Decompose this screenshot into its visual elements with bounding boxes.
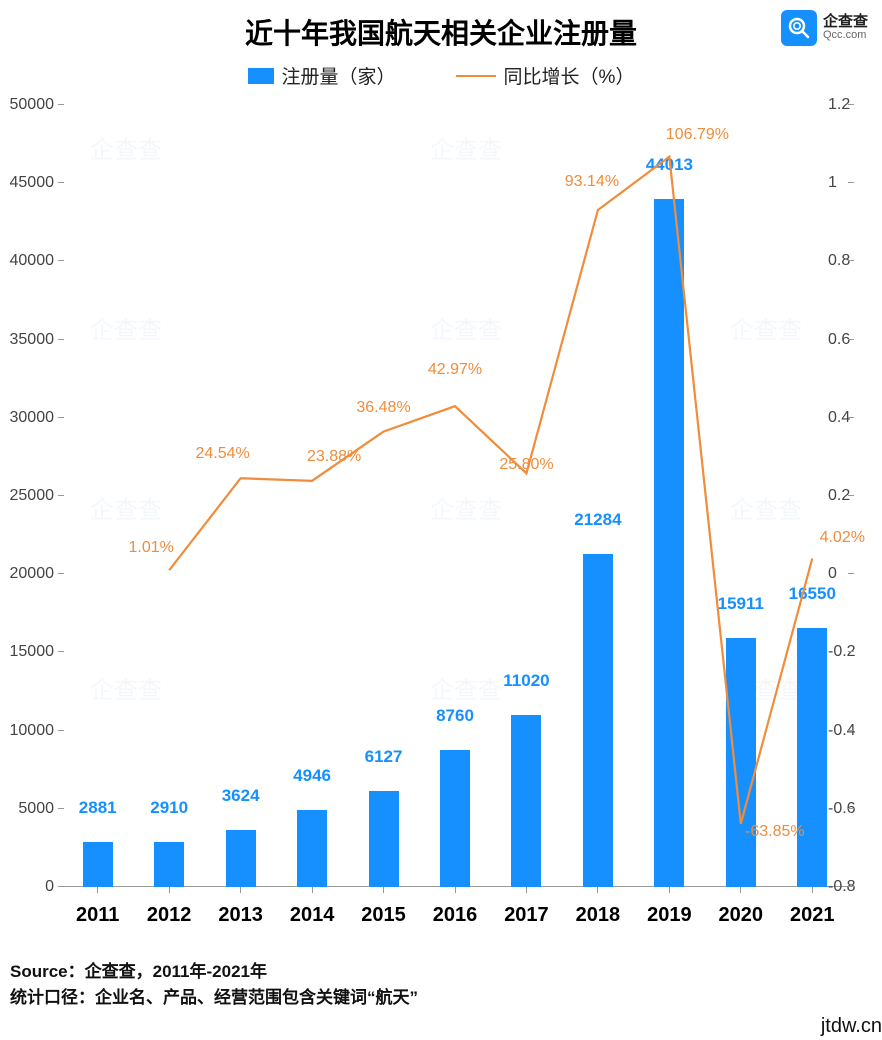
brand-icon [781,10,817,46]
x-tick-label: 2018 [562,904,633,927]
legend-line-label: 同比增长（%） [504,62,635,89]
footer-source: Source：企查查，2011年-2021年 [10,959,418,985]
brand-name-en: Qcc.com [823,30,868,42]
x-tick-label: 2013 [205,904,276,927]
line-value-label: 36.48% [356,398,410,416]
chart-title: 近十年我国航天相关企业注册量 [245,12,637,52]
line-value-label: 42.97% [428,361,482,379]
line-series [62,105,848,887]
brand-name-cn: 企查查 [823,14,868,30]
x-tick-label: 2020 [705,904,776,927]
y1-tick: 50000 [10,96,55,114]
y2-tick: -0.4 [828,722,856,740]
legend: 注册量（家） 同比增长（%） [0,58,882,91]
brand-badge: 企查查 Qcc.com [781,10,868,46]
x-axis: 2011201220132014201520162017201820192020… [62,904,848,927]
x-tick-label: 2016 [419,904,490,927]
line-value-label: 93.14% [565,173,619,191]
y2-tick: -0.6 [828,800,856,818]
x-tick-label: 2019 [634,904,705,927]
y1-tick: 35000 [10,331,55,349]
x-tick-label: 2014 [276,904,347,927]
y2-tick: 0.2 [828,487,850,505]
x-tick-label: 2021 [777,904,848,927]
legend-bar: 注册量（家） [248,62,396,89]
y2-tick: -0.2 [828,643,856,661]
line-value-label: 23.88% [307,448,361,466]
line-value-label: 24.54% [195,445,249,463]
x-tick-label: 2015 [348,904,419,927]
y1-tick: 40000 [10,252,55,270]
line-value-label: 25.80% [499,456,553,474]
corner-credit: jtdw.cn [821,1015,882,1038]
y1-tick: 30000 [10,409,55,427]
y2-tick: 0.4 [828,409,850,427]
chart-area: 0 5000 10000 15000 20000 25000 30000 35000 40000… [0,91,882,941]
y1-tick: 5000 [18,800,54,818]
y2-tick: 0.8 [828,252,850,270]
y2-tick: 0.6 [828,331,850,349]
y1-tick: 45000 [10,174,55,192]
x-tick-label: 2012 [133,904,204,927]
y1-axis: 0500010000150002000025000300003500040000… [0,105,60,887]
y2-tick: 0 [828,565,837,583]
x-tick-label: 2011 [62,904,133,927]
header: 近十年我国航天相关企业注册量 企查查 Qcc.com [0,0,882,58]
y2-tick: -0.8 [828,878,856,896]
line-value-label: 106.79% [666,125,729,143]
y1-tick: 20000 [10,565,55,583]
x-tick-label: 2017 [491,904,562,927]
legend-line-swatch [456,75,496,77]
footer-scope: 统计口径：企业名、产品、经营范围包含关键词“航天” [10,985,418,1011]
y2-tick: 1.2 [828,96,850,114]
line-value-label: 1.01% [128,539,173,557]
footer-notes: Source：企查查，2011年-2021年 统计口径：企业名、产品、经营范围包… [10,959,418,1010]
legend-bar-swatch [248,68,274,84]
y1-tick: 15000 [10,643,55,661]
legend-line: 同比增长（%） [456,62,635,89]
plot-region: 2881291036244946612787601102021284440131… [62,105,848,887]
y2-axis: -0.8-0.6-0.4-0.200.20.40.60.811.2 [822,105,882,887]
y2-tick: 1 [828,174,837,192]
y1-tick: 0 [45,878,54,896]
y1-tick: 10000 [10,722,55,740]
line-value-label: -63.85% [745,823,805,841]
y1-tick: 25000 [10,487,55,505]
legend-bar-label: 注册量（家） [282,62,396,89]
